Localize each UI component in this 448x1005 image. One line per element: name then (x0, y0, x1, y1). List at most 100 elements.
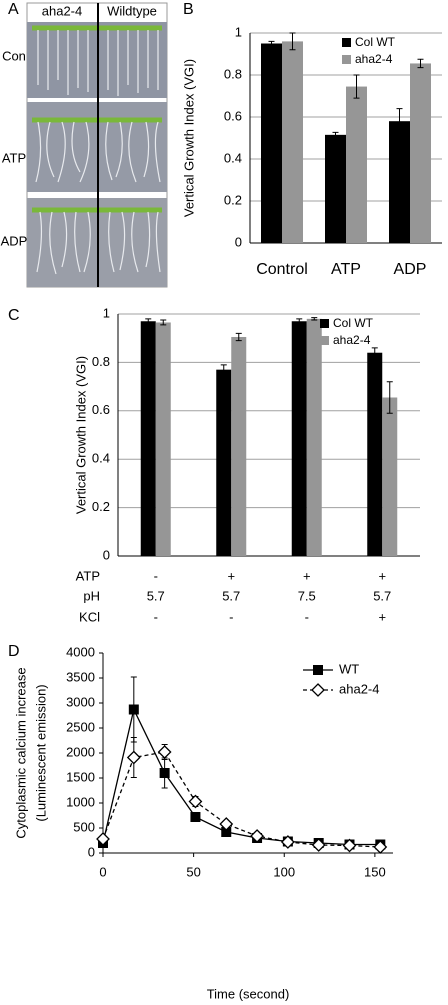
legend-label: aha2-4 (339, 681, 379, 696)
bar (282, 41, 303, 244)
treatment-value: - (305, 609, 309, 624)
legend-label: aha2-4 (333, 333, 371, 347)
bar (367, 352, 383, 556)
treatment-value: 5.7 (147, 588, 165, 603)
y-tick-label: 2000 (66, 744, 95, 759)
treatment-value: - (154, 609, 158, 624)
column-label: aha2-4 (42, 3, 82, 18)
error-bar (371, 347, 378, 359)
y-tick-label: 3000 (66, 694, 95, 709)
row-label: ADP (1, 233, 28, 248)
error-bar (353, 74, 360, 99)
error-bar (396, 108, 403, 135)
column-label: Wildtype (107, 3, 157, 18)
y-tick-label: 0.6 (92, 402, 110, 417)
y-tick-label: 0.2 (224, 192, 242, 207)
line (102, 751, 381, 848)
treatment-label: pH (83, 588, 100, 603)
x-tick-label: 0 (99, 864, 106, 879)
treatment-value: 7.5 (298, 588, 316, 603)
bar (261, 43, 282, 243)
error-bar (296, 318, 303, 325)
bar (291, 321, 307, 556)
y-tick-label: 0.8 (92, 354, 110, 369)
y-tick-label: 0.6 (224, 108, 242, 123)
bar (306, 318, 322, 556)
marker (373, 840, 388, 854)
error-bar (311, 317, 318, 321)
error-bar (332, 131, 339, 138)
treatment-value: + (303, 568, 311, 583)
panel-label: D (8, 643, 20, 660)
legend-swatch (342, 38, 351, 47)
error-bar (268, 40, 275, 47)
legend-swatch (320, 319, 329, 328)
legend-label: Col WT (355, 35, 396, 49)
marker (190, 812, 201, 822)
bar (140, 321, 156, 556)
marker (126, 750, 141, 765)
y-tick-label: 2500 (66, 719, 95, 734)
y-axis-label: (Luminescent emission) (33, 684, 48, 821)
marker (311, 838, 326, 852)
y-tick-label: 0.4 (92, 451, 110, 466)
y-tick-label: 1500 (66, 769, 95, 784)
legend-label: aha2-4 (355, 52, 393, 66)
marker (221, 827, 232, 837)
panel-label: B (183, 1, 194, 18)
panel-label: C (8, 307, 20, 324)
y-tick-label: 0 (235, 234, 242, 249)
bar (155, 322, 171, 556)
row-label: ATP (2, 150, 26, 165)
marker (159, 768, 170, 778)
y-tick-label: 1 (235, 24, 242, 39)
error-bar (145, 318, 152, 325)
legend-label: Col WT (333, 316, 374, 330)
error-bar (386, 381, 393, 414)
x-tick-label: ADP (394, 261, 427, 278)
bar (382, 397, 398, 556)
error-bar (289, 32, 296, 51)
marker (342, 838, 357, 853)
bar (216, 369, 232, 556)
y-tick-label: 3500 (66, 669, 95, 684)
y-tick-label: 0.4 (224, 150, 242, 165)
row-label: Con (2, 48, 26, 63)
x-tick-label: ATP (331, 261, 361, 278)
line (102, 707, 381, 846)
y-tick-label: 4000 (66, 644, 95, 659)
x-tick-label: 150 (364, 864, 386, 879)
legend-swatch (342, 55, 351, 64)
photo (26, 2, 168, 288)
legend-marker (313, 665, 323, 675)
treatment-value: + (227, 568, 235, 583)
treatment-value: + (378, 568, 386, 583)
treatment-value: - (154, 568, 158, 583)
error-bar (235, 332, 242, 342)
treatment-label: ATP (76, 568, 100, 583)
treatment-label: KCl (79, 609, 100, 624)
bar (346, 86, 367, 243)
x-tick-label: 50 (186, 864, 200, 879)
error-bar (220, 364, 227, 375)
bar (231, 336, 247, 556)
y-tick-label: 0 (88, 844, 95, 859)
marker (96, 832, 110, 846)
marker (250, 829, 264, 843)
bar (389, 121, 410, 243)
treatment-value: - (229, 609, 233, 624)
y-axis-label: Cytoplasmic calcium increase (13, 667, 28, 838)
marker (188, 794, 203, 809)
y-tick-label: 500 (73, 819, 95, 834)
bar (325, 134, 346, 243)
marker (157, 745, 172, 759)
x-tick-label: 100 (273, 864, 295, 879)
bar (410, 63, 431, 244)
legend-marker (311, 683, 325, 697)
y-tick-label: 0 (103, 547, 110, 562)
legend-label: WT (339, 661, 359, 676)
legend-swatch (320, 336, 329, 345)
y-tick-label: 0.8 (224, 66, 242, 81)
x-axis-label: Time (second) (207, 986, 290, 1001)
error-bar (160, 319, 167, 326)
